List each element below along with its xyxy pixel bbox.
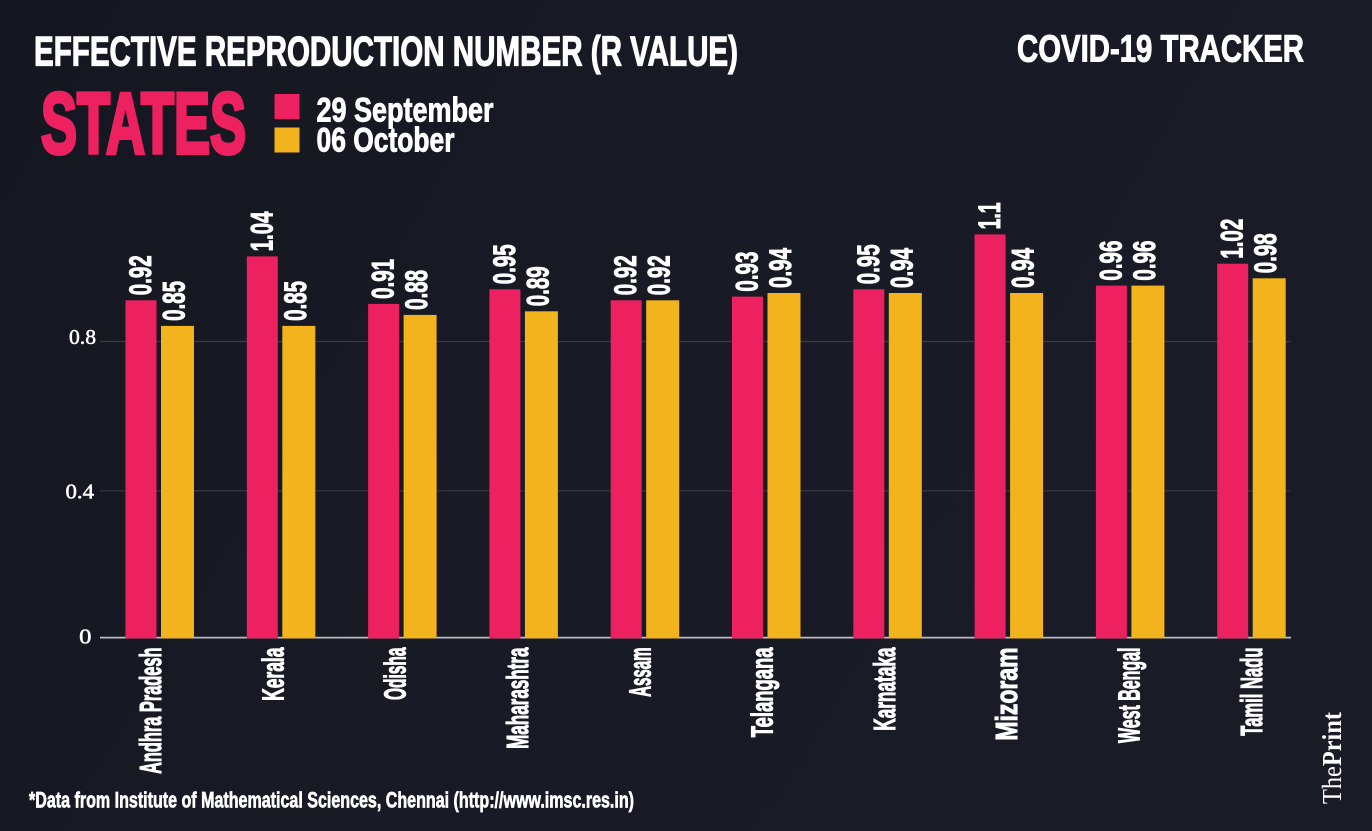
svg-text:Kerala: Kerala — [255, 647, 290, 701]
svg-text:Telangana: Telangana — [745, 647, 780, 737]
svg-text:Odisha: Odisha — [378, 647, 413, 700]
svg-text:Mizoram: Mizoram — [989, 648, 1024, 741]
svg-text:ThePrint: ThePrint — [1317, 712, 1347, 804]
svg-text:Assam: Assam — [622, 648, 657, 697]
svg-text:EFFECTIVE REPRODUCTION NUMBER: EFFECTIVE REPRODUCTION NUMBER (R VALUE) — [34, 28, 738, 75]
svg-text:0.98: 0.98 — [1247, 233, 1283, 273]
svg-text:0.95: 0.95 — [850, 244, 886, 284]
svg-text:Andhra Pradesh: Andhra Pradesh — [133, 648, 168, 774]
svg-text:0.89: 0.89 — [519, 266, 555, 306]
svg-text:0.88: 0.88 — [398, 270, 434, 310]
svg-text:0: 0 — [79, 625, 91, 649]
svg-text:0.92: 0.92 — [122, 255, 158, 295]
svg-text:0.4: 0.4 — [66, 480, 95, 504]
svg-text:0.92: 0.92 — [641, 255, 677, 295]
svg-text:0.96: 0.96 — [1126, 241, 1162, 281]
svg-text:06 October: 06 October — [317, 122, 455, 160]
svg-text:0.94: 0.94 — [1005, 248, 1041, 288]
svg-text:0.96: 0.96 — [1092, 241, 1128, 281]
svg-text:0.93: 0.93 — [729, 252, 765, 292]
svg-text:0.85: 0.85 — [277, 281, 313, 321]
svg-text:0.92: 0.92 — [607, 255, 643, 295]
svg-text:0.8: 0.8 — [69, 325, 96, 349]
svg-text:Maharashtra: Maharashtra — [500, 647, 535, 749]
svg-text:1.1: 1.1 — [971, 202, 1007, 229]
svg-text:0.95: 0.95 — [486, 244, 522, 284]
svg-text:Tamil Nadu: Tamil Nadu — [1234, 648, 1269, 736]
svg-text:West Bengal: West Bengal — [1112, 648, 1147, 744]
svg-text:1.02: 1.02 — [1214, 219, 1250, 259]
svg-text:*Data from Institute of Mathem: *Data from Institute of Mathematical Sci… — [29, 788, 634, 813]
svg-text:0.94: 0.94 — [762, 248, 798, 288]
svg-text:COVID-19 TRACKER: COVID-19 TRACKER — [1017, 29, 1304, 71]
svg-text:0.94: 0.94 — [883, 248, 919, 288]
svg-text:STATES: STATES — [41, 76, 246, 172]
svg-text:Karnataka: Karnataka — [867, 647, 902, 731]
svg-text:0.85: 0.85 — [156, 281, 192, 321]
svg-text:1.04: 1.04 — [243, 211, 279, 251]
svg-text:29 September: 29 September — [317, 92, 494, 130]
svg-text:0.91: 0.91 — [365, 259, 401, 299]
